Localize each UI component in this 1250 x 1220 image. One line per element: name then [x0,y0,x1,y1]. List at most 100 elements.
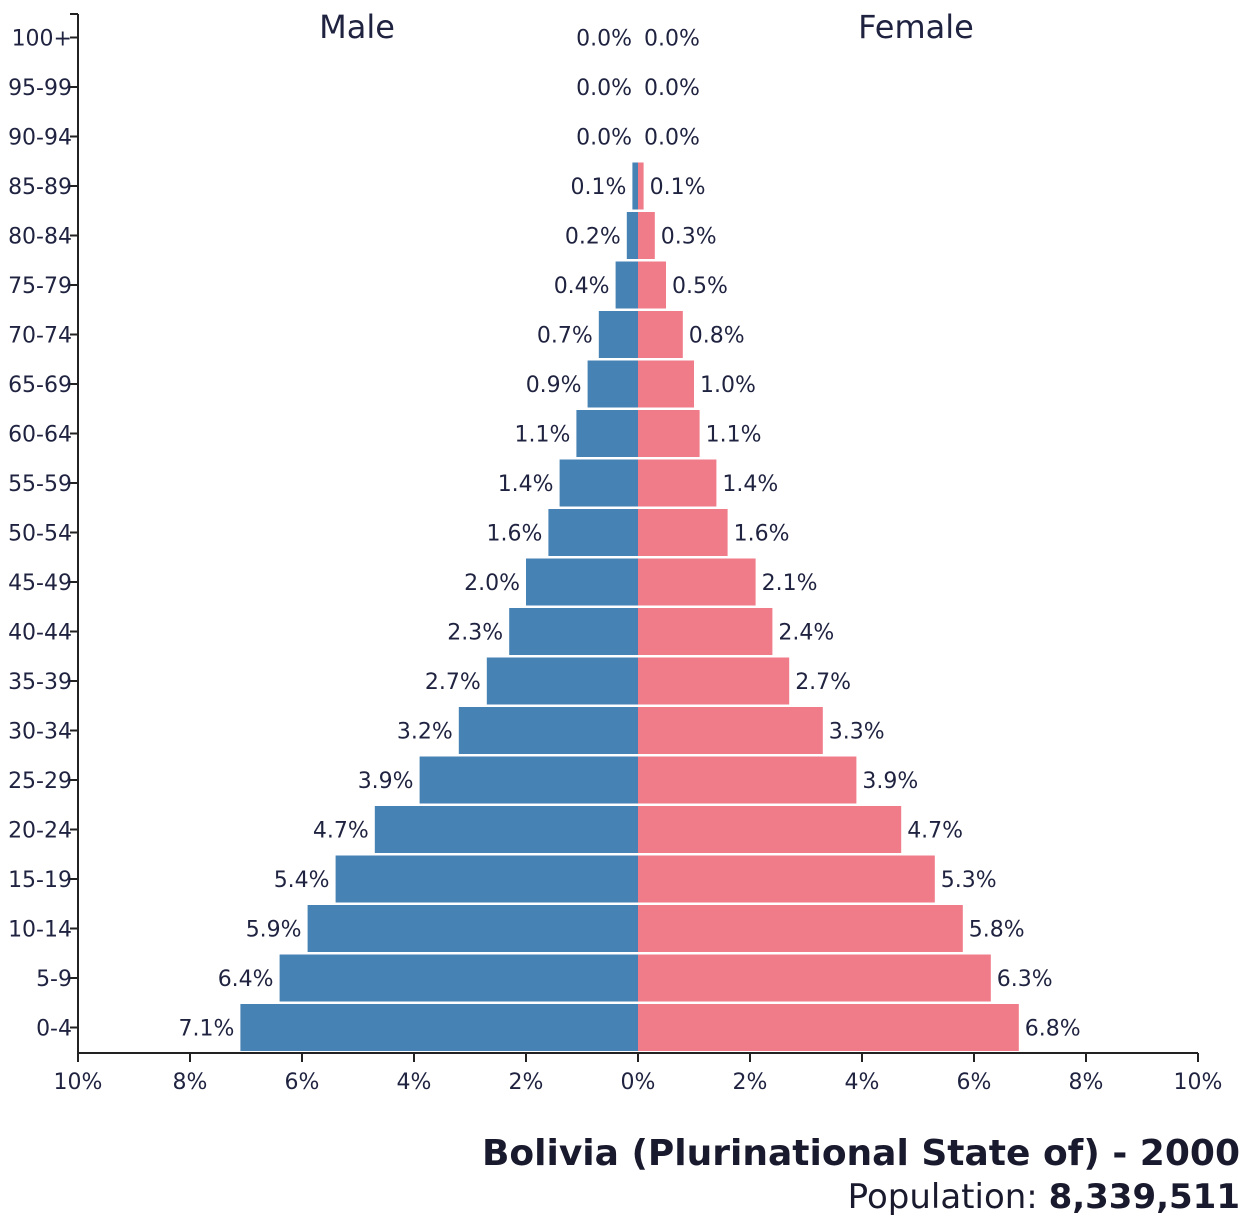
male-value-label-20-24: 4.7% [313,819,369,844]
male-value-label-60-64: 1.1% [514,423,570,448]
female-bar-15-19 [638,855,935,903]
male-value-label-85-89: 0.1% [570,175,626,200]
y-tick-label-70-74: 70-74 [8,324,72,349]
y-tick-label-50-54: 50-54 [8,522,72,547]
y-tick-label-25-29: 25-29 [8,769,72,794]
y-tick-label-45-49: 45-49 [8,571,72,596]
male-value-label-10-14: 5.9% [246,918,302,943]
male-value-label-25-29: 3.9% [358,769,414,794]
female-value-label-0-4: 6.8% [1025,1017,1081,1042]
female-bar-0-4 [638,1004,1019,1051]
female-header: Female [858,8,974,46]
y-tick-label-30-34: 30-34 [8,720,72,745]
female-value-label-30-34: 3.3% [829,720,885,745]
population-value: 8,339,511 [1048,1177,1240,1217]
female-bar-55-59 [638,459,717,507]
female-bar-5-9 [638,954,991,1002]
female-value-label-5-9: 6.3% [997,967,1053,992]
y-tick-label-90-94: 90-94 [8,126,72,151]
male-bar-20-24 [374,806,638,853]
male-bar-45-49 [526,558,638,606]
female-bar-20-24 [638,806,902,853]
female-bar-85-89 [638,162,644,210]
female-value-label-85-89: 0.1% [650,175,706,200]
x-tick-label-9: 8% [1069,1070,1104,1095]
male-bar-80-84 [626,212,638,259]
male-value-label-55-59: 1.4% [498,472,554,497]
male-value-label-30-34: 3.2% [397,720,453,745]
female-bar-75-79 [638,261,666,309]
female-value-label-70-74: 0.8% [689,324,745,349]
female-bar-65-69 [638,360,694,408]
y-tick-label-95-99: 95-99 [8,76,72,101]
x-tick-label-7: 4% [845,1070,880,1095]
y-tick-label-75-79: 75-79 [8,274,72,299]
chart-title: Bolivia (Plurinational State of) - 2000 [481,1133,1240,1174]
y-tick-label-35-39: 35-39 [8,670,72,695]
female-bar-80-84 [638,212,655,259]
male-value-label-95-99: 0.0% [576,76,632,101]
y-tick-label-10-14: 10-14 [8,918,72,943]
female-bar-60-64 [638,410,700,457]
male-value-label-65-69: 0.9% [526,373,582,398]
female-bar-10-14 [638,905,963,952]
female-value-label-15-19: 5.3% [941,868,997,893]
male-bar-85-89 [632,162,638,210]
x-tick-label-5: 0% [621,1070,656,1095]
female-value-label-75-79: 0.5% [672,274,728,299]
x-tick-label-6: 2% [733,1070,768,1095]
male-bar-60-64 [576,410,638,457]
female-value-label-90-94: 0.0% [644,126,700,151]
female-value-label-95-99: 0.0% [644,76,700,101]
male-bar-35-39 [486,657,638,705]
male-value-label-15-19: 5.4% [274,868,330,893]
x-tick-label-4: 2% [509,1070,544,1095]
male-header: Male [319,8,395,46]
male-bar-15-19 [335,855,638,903]
male-value-label-100+: 0.0% [576,27,632,52]
x-tick-label-2: 6% [285,1070,320,1095]
x-tick-label-1: 8% [173,1070,208,1095]
female-value-label-35-39: 2.7% [795,670,851,695]
male-bar-75-79 [615,261,638,309]
male-bar-70-74 [598,311,638,358]
female-value-label-55-59: 1.4% [722,472,778,497]
y-tick-label-55-59: 55-59 [8,472,72,497]
population-line: Population: 8,339,511 [848,1177,1240,1217]
male-value-label-80-84: 0.2% [565,225,621,250]
male-value-label-90-94: 0.0% [576,126,632,151]
y-tick-label-40-44: 40-44 [8,621,72,646]
female-value-label-65-69: 1.0% [700,373,756,398]
male-value-label-0-4: 7.1% [178,1017,234,1042]
y-tick-label-0-4: 0-4 [36,1017,72,1042]
y-tick-label-85-89: 85-89 [8,175,72,200]
male-bar-55-59 [559,459,638,507]
male-value-label-70-74: 0.7% [537,324,593,349]
male-bar-0-4 [240,1004,638,1051]
female-value-label-50-54: 1.6% [734,522,790,547]
y-tick-label-5-9: 5-9 [36,967,72,992]
y-tick-label-60-64: 60-64 [8,423,72,448]
male-value-label-75-79: 0.4% [554,274,610,299]
y-tick-label-100+: 100+ [12,27,72,52]
y-tick-label-65-69: 65-69 [8,373,72,398]
male-bar-5-9 [279,954,638,1002]
population-pyramid-chart: Male Female 7.1% 6.8% 0-4 6.4% 6.3% 5-9 5.9% 5.8%… [8,8,1222,1095]
y-tick-label-80-84: 80-84 [8,225,72,250]
female-value-label-10-14: 5.8% [969,918,1025,943]
x-tick-label-8: 6% [957,1070,992,1095]
male-bar-65-69 [587,360,638,408]
female-value-label-25-29: 3.9% [862,769,918,794]
female-value-label-40-44: 2.4% [778,621,834,646]
female-bar-50-54 [638,509,728,556]
male-bar-50-54 [548,509,638,556]
x-tick-label-0: 10% [54,1070,103,1095]
female-bar-45-49 [638,558,756,606]
population-label: Population: [847,1177,1038,1217]
female-value-label-45-49: 2.1% [762,571,818,596]
female-bar-40-44 [638,608,773,655]
female-bar-30-34 [638,707,823,754]
male-value-label-35-39: 2.7% [425,670,481,695]
female-value-label-60-64: 1.1% [706,423,762,448]
y-tick-label-15-19: 15-19 [8,868,72,893]
